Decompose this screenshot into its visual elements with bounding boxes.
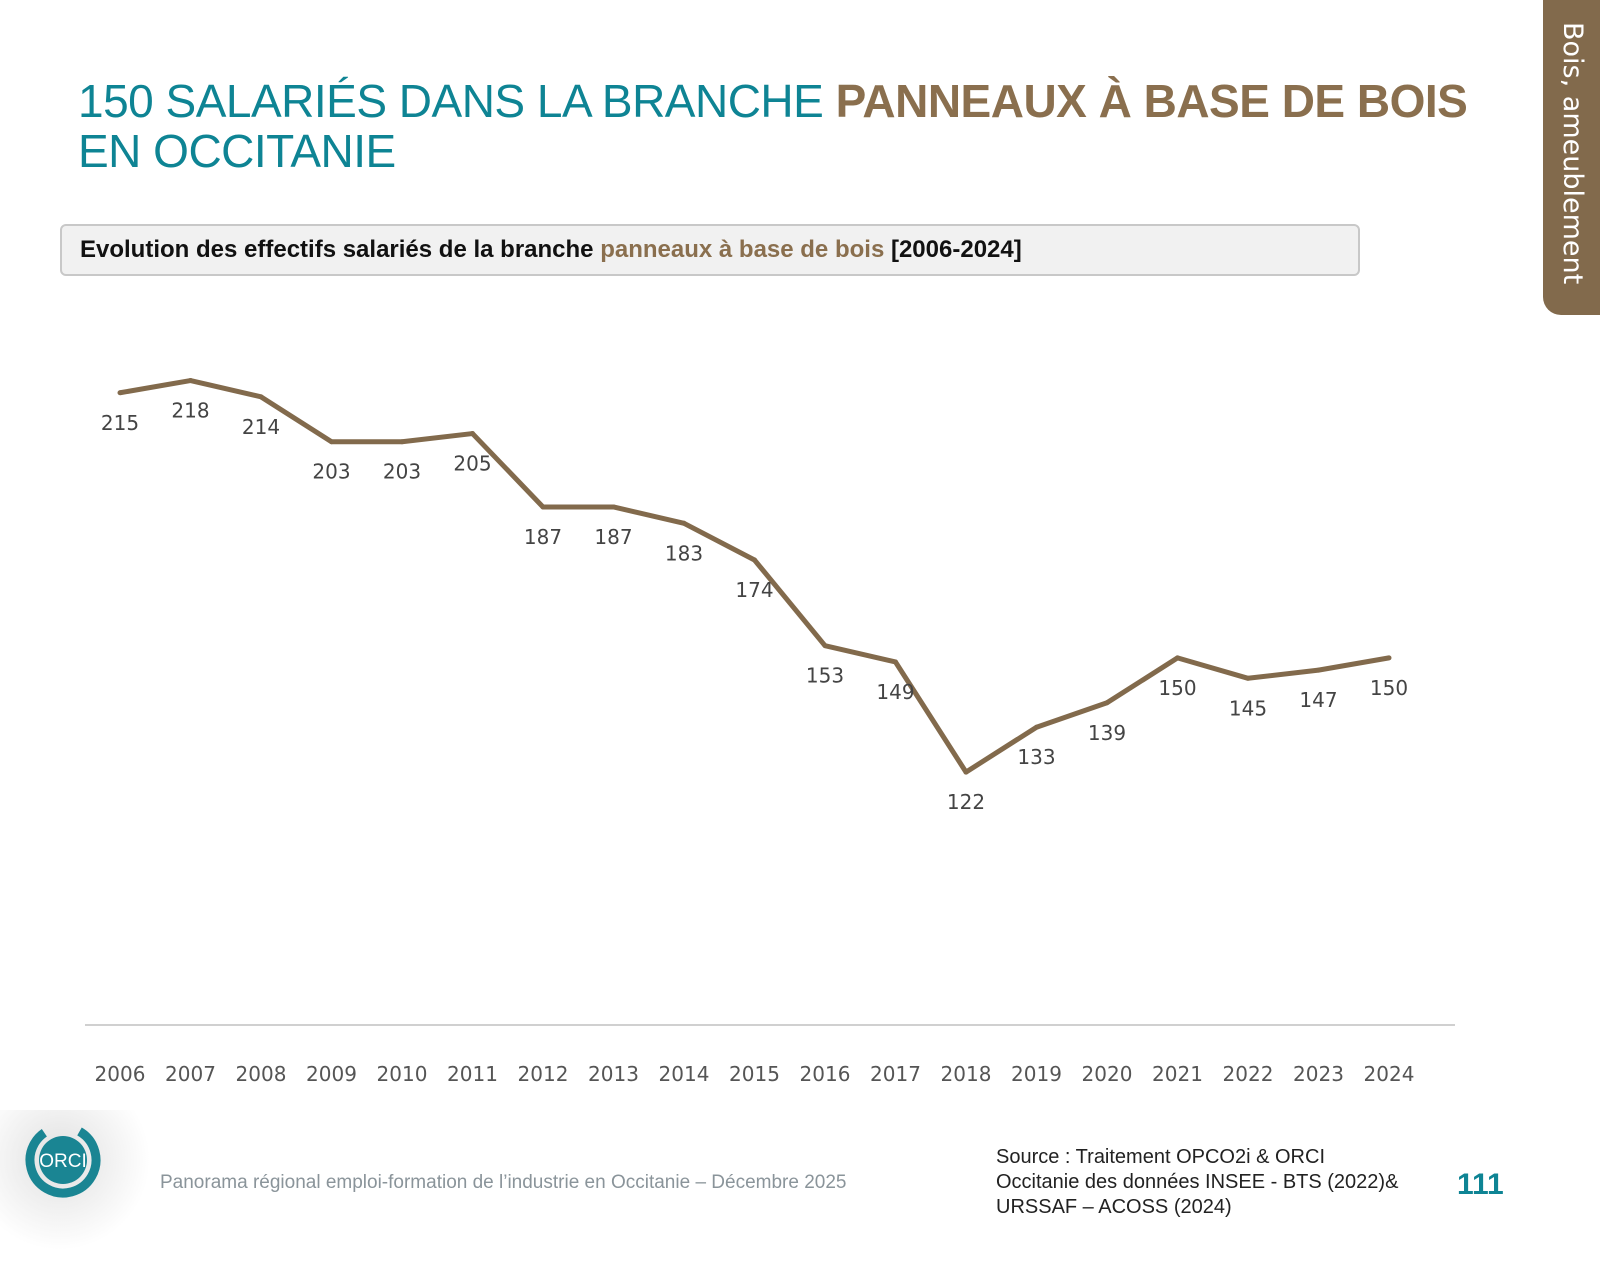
page-number: 111 [1457,1168,1504,1201]
footer-text: Panorama régional emploi-formation de l’… [160,1172,847,1193]
data-point [540,504,546,510]
data-point [1104,700,1110,706]
x-tick-label: 2009 [306,1062,357,1086]
data-label: 215 [101,411,139,435]
data-label: 214 [242,415,280,439]
data-label: 147 [1299,688,1337,712]
series-line [119,378,1390,775]
data-point [188,378,193,384]
x-tick-label: 2014 [659,1062,710,1086]
x-tick-label: 2013 [588,1062,639,1086]
chart-title-part2: [2006-2024] [884,236,1022,263]
data-point [1316,667,1321,673]
x-tick-label: 2010 [377,1062,428,1086]
data-label: 218 [171,399,209,423]
data-label: 149 [876,680,914,704]
x-tick-label: 2017 [870,1062,921,1086]
data-point [893,659,898,665]
title-part2: EN OCCITANIE [78,125,396,177]
x-tick-label: 2016 [800,1062,851,1086]
data-point [752,557,757,563]
section-tab-label: Bois, ameublement [1557,22,1588,285]
data-point [681,520,687,526]
data-point [1175,655,1180,661]
svg-text:ORCI: ORCI [39,1151,87,1172]
data-label: 187 [594,525,632,549]
x-tick-label: 2022 [1223,1062,1274,1086]
data-point [329,439,334,445]
x-tick-label: 2023 [1293,1062,1344,1086]
data-point [258,394,264,400]
source-line: URSSAF – ACOSS (2024) [996,1196,1232,1218]
line-chart: 2006 2007 2008 2009 2010 2011 2012 2013 2014 2015… [85,378,1455,1086]
data-label: 150 [1158,676,1196,700]
data-label: 187 [524,525,562,549]
x-tick-label: 2021 [1152,1062,1203,1086]
data-point [963,769,969,775]
title-highlight: PANNEAUX À BASE DE BOIS [835,75,1468,127]
x-tick-label: 2008 [236,1062,287,1086]
data-label: 205 [453,452,491,476]
data-label: 183 [665,541,703,565]
page-title: 150 SALARIÉS DANS LA BRANCHE PANNEAUX À … [78,75,1468,177]
chart-title-box: Evolution des effectifs salariés de la b… [60,224,1360,276]
x-tick-label: 2020 [1082,1062,1133,1086]
data-label: 145 [1229,696,1267,720]
data-point [470,431,475,437]
orci-logo: ORCI [0,1110,150,1259]
source-note: Source : Traitement OPCO2i & ORCI Occita… [996,1145,1398,1220]
x-tick-label: 2012 [518,1062,569,1086]
data-label: 174 [735,578,773,602]
data-label: 203 [383,460,421,484]
x-tick-label: 2024 [1364,1062,1415,1086]
data-point [1245,675,1251,681]
x-tick-label: 2015 [729,1062,780,1086]
x-tick-label: 2019 [1011,1062,1062,1086]
data-label: 133 [1017,745,1055,769]
chart-title-highlight: panneaux à base de bois [600,236,885,263]
data-point [399,439,405,445]
data-label: 150 [1370,676,1408,700]
data-label: 122 [947,790,985,814]
data-point [822,643,828,649]
data-label: 139 [1088,721,1126,745]
chart-title-part1: Evolution des effectifs salariés de la b… [80,236,601,263]
source-line: Source : Traitement OPCO2i & ORCI [996,1146,1325,1168]
x-tick-label: 2011 [447,1062,498,1086]
data-point [1034,724,1039,730]
x-tick-label: 2007 [165,1062,216,1086]
section-tab: Bois, ameublement [1543,0,1600,315]
data-label: 203 [312,460,350,484]
data-point [611,504,616,510]
title-part1: 150 SALARIÉS DANS LA BRANCHE [78,75,836,127]
data-point [117,390,123,396]
source-line: Occitanie des données INSEE - BTS (2022)… [996,1171,1399,1193]
x-tick-label: 2018 [941,1062,992,1086]
x-tick-label: 2006 [95,1062,146,1086]
data-point [1386,655,1392,661]
data-label: 153 [806,664,844,688]
